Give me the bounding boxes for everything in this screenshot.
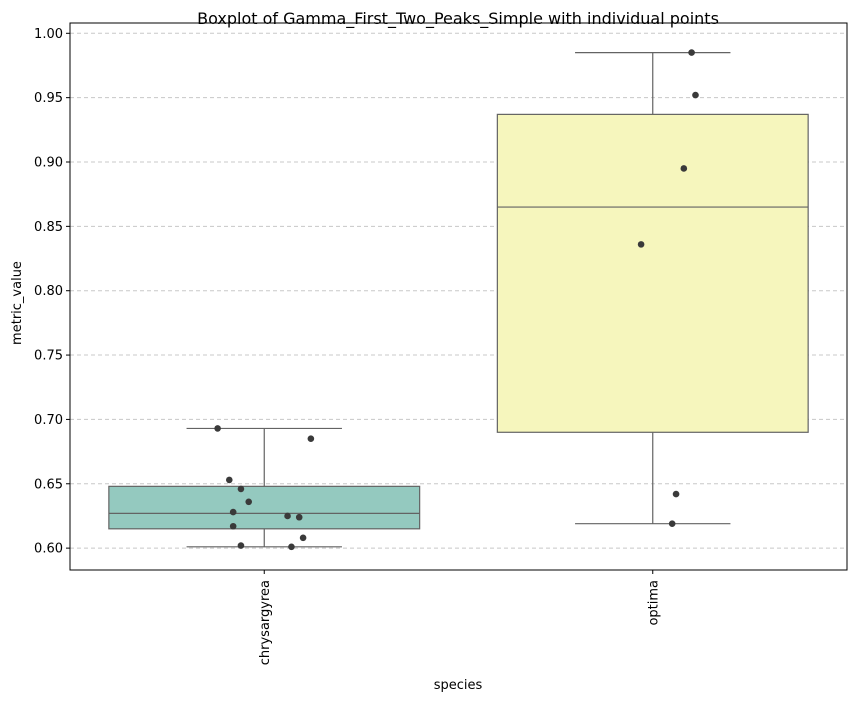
data-point — [237, 542, 245, 549]
data-point — [229, 508, 237, 516]
box-optima — [496, 52, 809, 525]
data-point — [299, 534, 307, 542]
data-point — [692, 91, 699, 99]
data-point — [680, 165, 688, 172]
chart-title: Boxplot of Gamma_First_Two_Peaks_Simple … — [197, 9, 719, 29]
data-point — [295, 513, 303, 521]
y-tick-label: 0.85 — [34, 220, 63, 235]
x-tick-label: chrysargyrea — [258, 580, 273, 665]
data-point — [237, 485, 245, 493]
data-point — [688, 49, 695, 56]
boxes — [108, 52, 809, 548]
data-point — [637, 241, 645, 248]
data-point — [229, 522, 237, 530]
data-point — [288, 543, 295, 551]
data-point — [668, 520, 676, 527]
data-point — [307, 435, 315, 443]
data-point — [284, 512, 291, 520]
data-point — [245, 498, 253, 506]
data-point — [672, 490, 680, 498]
y-axis-title: metric_value — [10, 261, 25, 345]
y-tick-label: 0.95 — [34, 91, 63, 106]
iqr-box — [496, 113, 809, 433]
y-tick-label: 0.60 — [34, 542, 63, 557]
y-tick-label: 0.90 — [34, 156, 63, 171]
y-axis-ticks: 0.60 0.65 0.70 0.75 0.80 0.85 0.90 0.95 1.00 — [34, 27, 70, 557]
box-chrysargyrea — [108, 427, 421, 548]
x-axis-ticks: chrysargyrea optima — [258, 570, 661, 665]
data-points — [214, 49, 699, 551]
data-point — [214, 425, 221, 432]
x-axis-title: species — [434, 678, 483, 693]
x-tick-label: optima — [646, 580, 661, 626]
y-tick-label: 0.70 — [34, 413, 63, 428]
plot-frame — [69, 22, 848, 571]
y-tick-label: 0.80 — [34, 284, 63, 299]
iqr-box — [108, 485, 421, 530]
data-point — [225, 476, 233, 484]
y-tick-label: 0.65 — [34, 477, 63, 492]
y-tick-label: 0.75 — [34, 349, 63, 364]
y-tick-label: 1.00 — [34, 27, 63, 42]
